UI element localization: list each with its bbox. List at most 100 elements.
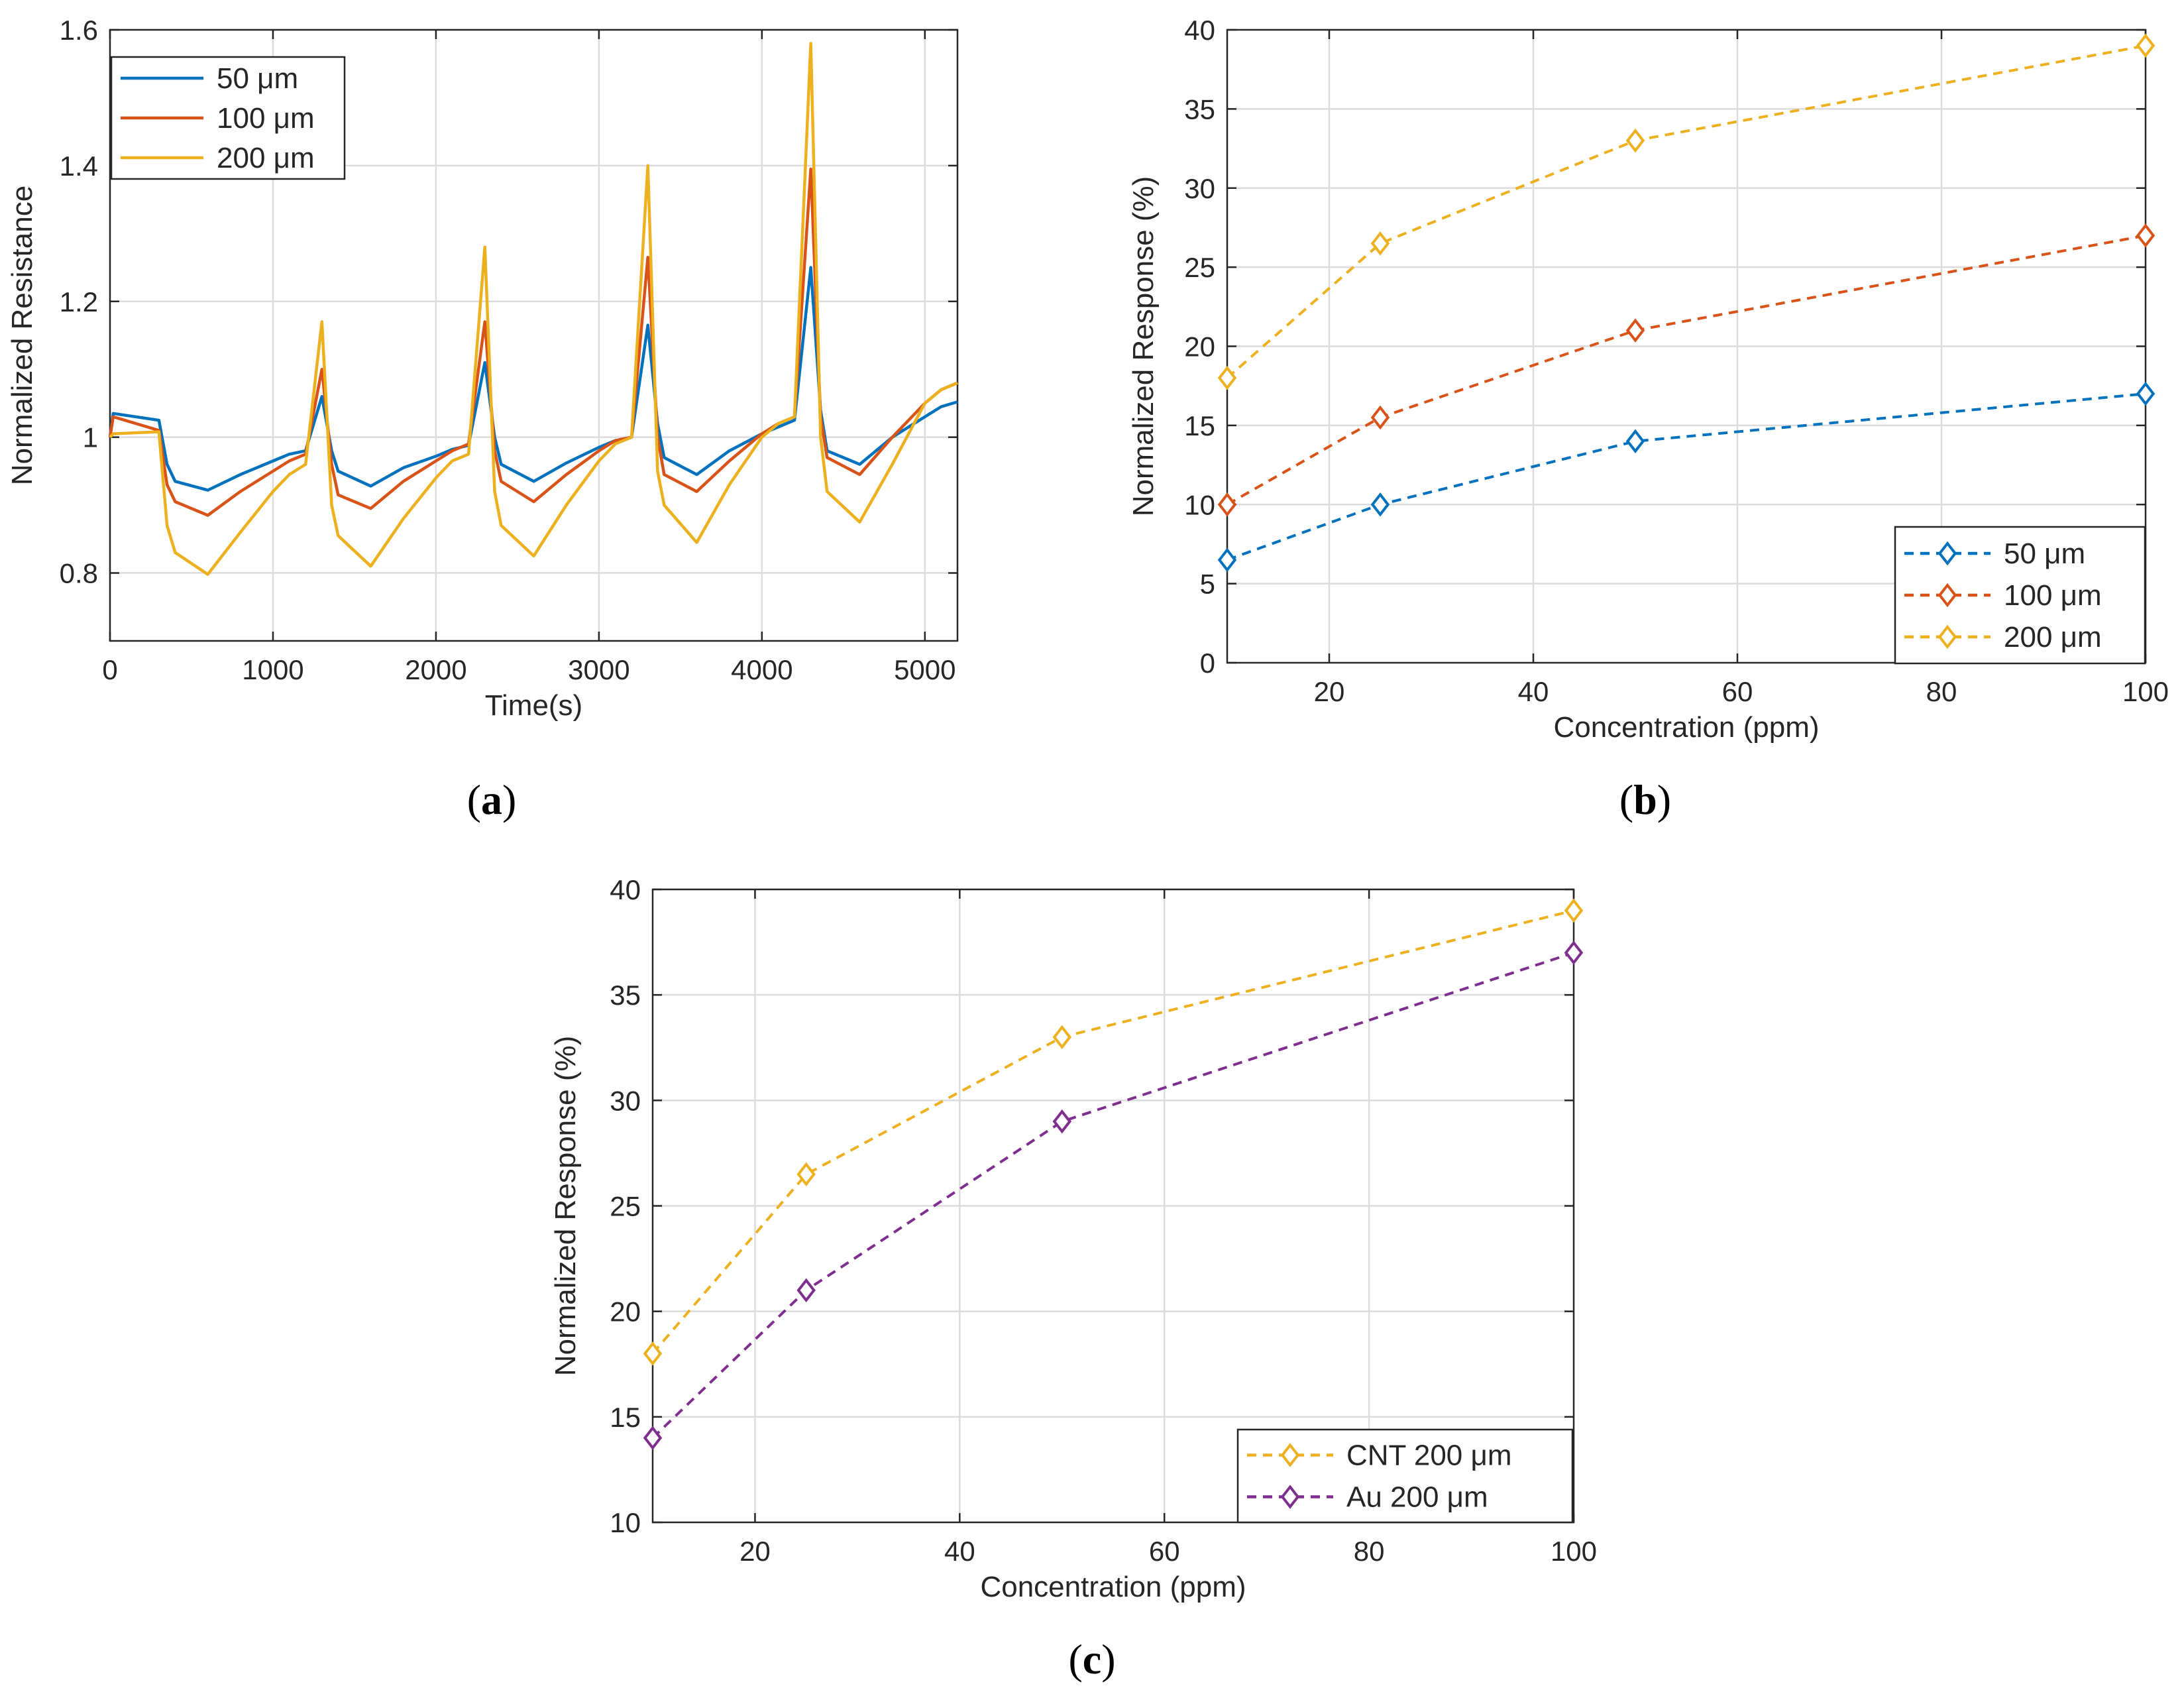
y-tick-label: 15	[610, 1402, 641, 1433]
x-tick-label: 100	[1551, 1536, 1597, 1567]
y-tick-label: 30	[1184, 173, 1215, 204]
data-point-marker	[1052, 1025, 1072, 1050]
panel-label-letter: a	[481, 776, 502, 823]
y-tick-label: 10	[610, 1507, 641, 1538]
x-tick-label: 20	[1314, 676, 1345, 707]
panel-label-letter: c	[1083, 1636, 1101, 1683]
legend-label: 100 μm	[2004, 579, 2102, 612]
y-tick-label: 20	[610, 1296, 641, 1327]
y-tick-label: 35	[610, 980, 641, 1011]
series-line	[1226, 44, 2146, 379]
legend-label: 50 μm	[2004, 537, 2085, 570]
y-tick-label: 30	[610, 1085, 641, 1116]
legend-label: 100 μm	[217, 102, 315, 135]
x-tick-label: 40	[1518, 676, 1549, 707]
panel-a-chart: 0 1000 2000 3000 4000 5000 0.8 1 1.2 1.4 1.6 Time(s…	[6, 15, 959, 823]
data-point-marker	[796, 1162, 816, 1187]
y-axis-label: Normalized Resistance	[6, 186, 38, 485]
x-axis-label: Time(s)	[485, 689, 582, 722]
series-line	[109, 42, 958, 576]
x-tick-label: 3000	[568, 654, 629, 685]
y-tick-label: 0	[1200, 648, 1215, 679]
panel-label: (b)	[1619, 776, 1671, 823]
data-point-marker	[643, 1426, 663, 1450]
y-tick-label: 40	[610, 874, 641, 905]
y-tick-label: 20	[1184, 331, 1215, 363]
series-line	[108, 266, 958, 492]
x-tick-label: 0	[102, 654, 117, 685]
panel-label-letter: b	[1633, 776, 1657, 823]
panel-label-paren: (	[1619, 776, 1633, 823]
y-tick-label: 15	[1184, 410, 1215, 441]
y-tick-label: 10	[1184, 489, 1215, 520]
data-point-marker	[1217, 492, 1237, 517]
data-point-marker	[1370, 405, 1390, 430]
panel-label: (c)	[1068, 1636, 1115, 1683]
data-point-marker	[2136, 223, 2156, 248]
x-tick-label: 60	[1722, 676, 1753, 707]
data-point-marker	[1370, 492, 1390, 517]
x-tick-label: 80	[1354, 1536, 1385, 1567]
y-tick-label: 1.2	[60, 286, 98, 317]
data-point-marker	[1052, 1109, 1072, 1134]
legend-label: CNT 200 μm	[1346, 1440, 1512, 1472]
legend-label: 200 μm	[2004, 621, 2102, 653]
data-point-marker	[1564, 940, 1584, 965]
data-point-marker	[1217, 547, 1237, 573]
y-tick-label: 1.6	[60, 15, 98, 46]
legend-label: 50 μm	[217, 62, 298, 95]
x-tick-label: 40	[944, 1536, 975, 1567]
y-tick-label: 25	[610, 1191, 641, 1222]
legend-box	[1236, 1428, 1574, 1524]
y-axis-label: Normalized Response (%)	[1127, 176, 1160, 517]
series-line	[1227, 392, 2146, 561]
panel-label-paren: )	[1101, 1636, 1115, 1683]
x-axis-label: Concentration (ppm)	[980, 1571, 1246, 1603]
data-point-marker	[1625, 318, 1645, 343]
series-line	[1227, 234, 2146, 506]
x-tick-label: 5000	[894, 654, 956, 685]
data-point-marker	[2136, 33, 2156, 58]
panel-label-paren: (	[1068, 1636, 1082, 1683]
axes-box	[109, 28, 959, 642]
series-line	[651, 951, 1574, 1440]
y-tick-label: 25	[1184, 252, 1215, 283]
panel-label-paren: (	[467, 776, 481, 823]
data-point-marker	[1217, 365, 1237, 390]
legend-marker	[1280, 1485, 1300, 1509]
panel-label-paren: )	[1657, 776, 1671, 823]
y-tick-label: 5	[1200, 569, 1215, 600]
x-tick-label: 1000	[242, 654, 303, 685]
y-tick-label: 1	[83, 422, 98, 453]
x-axis-label: Concentration (ppm)	[1553, 711, 1819, 744]
legend-label: Au 200 μm	[1346, 1481, 1488, 1514]
data-point-marker	[1625, 429, 1645, 454]
panel-label-paren: )	[502, 776, 516, 823]
panel-b-chart: 20 40 60 80 1000510152025303540Concentration…	[1127, 15, 2169, 823]
x-tick-label: 2000	[405, 654, 466, 685]
x-tick-label: 20	[739, 1536, 771, 1567]
y-tick-label: 35	[1184, 93, 1215, 125]
y-tick-label: 1.4	[60, 150, 98, 182]
x-tick-label: 60	[1149, 1536, 1180, 1567]
legend-marker	[1938, 583, 1957, 608]
x-tick-label: 100	[2122, 676, 2169, 707]
data-point-marker	[643, 1341, 663, 1366]
data-point-marker	[796, 1278, 816, 1303]
legend-label: 200 μm	[217, 142, 315, 174]
x-tick-label: 80	[1926, 676, 1957, 707]
panel-label: (a)	[467, 776, 517, 823]
y-axis-label: Normalized Response (%)	[549, 1036, 582, 1377]
legend-marker	[1938, 624, 1957, 649]
legend-marker	[1280, 1443, 1300, 1467]
data-point-marker	[1370, 231, 1390, 256]
legend-marker	[1938, 541, 1957, 566]
data-point-marker	[1564, 898, 1584, 923]
series-line	[108, 167, 958, 517]
x-tick-label: 4000	[731, 654, 792, 685]
y-tick-label: 40	[1184, 15, 1215, 46]
series-line	[651, 909, 1574, 1355]
data-point-marker	[2136, 381, 2156, 406]
